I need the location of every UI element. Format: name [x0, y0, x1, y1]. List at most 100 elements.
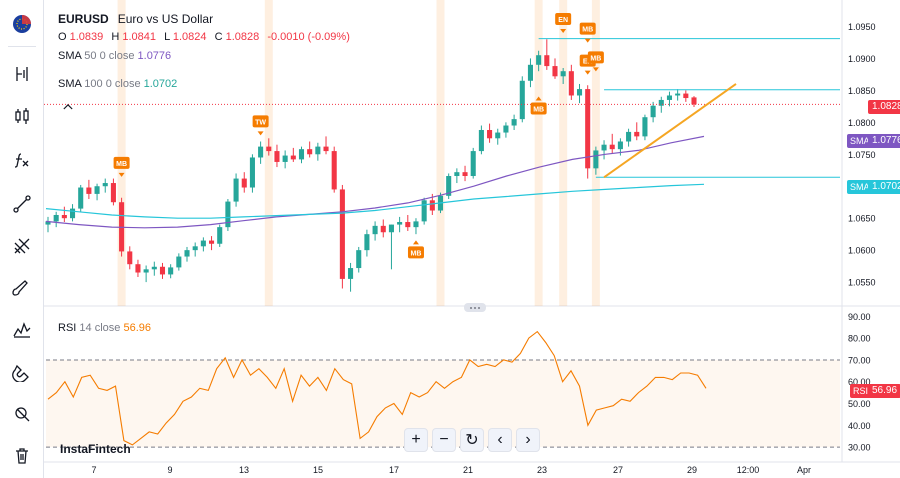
sma50-line: [45, 135, 705, 229]
chart-nav-controls: + − ↻ ‹ ›: [404, 428, 540, 452]
candles-icon[interactable]: [8, 102, 36, 130]
close-value: 1.0828: [225, 31, 260, 43]
candle: [609, 133, 615, 153]
event-marker[interactable]: TW: [252, 115, 269, 136]
pane-resize-handle[interactable]: [464, 303, 486, 312]
symbol-description: Euro vs US Dollar: [117, 12, 214, 26]
rsi-tick-label: 70.00: [848, 355, 871, 365]
event-band: [534, 0, 543, 306]
sma50-name: SMA: [58, 50, 82, 62]
last-price-badge: 1.0828: [868, 100, 900, 114]
candle: [307, 141, 313, 158]
candle: [159, 262, 166, 279]
candle: [94, 183, 100, 201]
candle: [258, 141, 264, 164]
zoom-in-button[interactable]: +: [404, 428, 428, 452]
rsi-badge: 56.96: [868, 384, 900, 398]
candle: [184, 246, 190, 262]
brand-watermark: InstaFintech: [60, 442, 131, 456]
candle: [151, 261, 157, 276]
magnet-icon[interactable]: [8, 358, 36, 386]
high-value: 1.0841: [122, 31, 157, 43]
reset-chart-button[interactable]: ↻: [460, 428, 484, 452]
trash-icon[interactable]: [8, 442, 36, 470]
candle: [200, 237, 206, 252]
rsi-legend[interactable]: RSI 14 close 56.96: [58, 322, 151, 334]
candle: [585, 85, 591, 179]
price-tick-label: 1.0800: [848, 118, 876, 128]
indicator-fx-icon[interactable]: [8, 146, 36, 174]
sma50-badge: 1.0776: [868, 134, 900, 148]
candle: [331, 146, 337, 193]
x-tick-label: 12:00: [737, 465, 760, 475]
symbol-legend: EURUSD Euro vs US Dollar: [58, 12, 213, 26]
sma100-params: 100 0 close: [84, 78, 141, 90]
candle: [576, 83, 583, 104]
sma100-legend[interactable]: SMA 100 0 close 1.0702: [58, 78, 177, 90]
candle: [323, 136, 329, 155]
close-label: C: [214, 31, 223, 43]
fib-icon[interactable]: [8, 232, 36, 260]
candle: [290, 147, 296, 162]
candle: [683, 90, 689, 102]
brush-icon[interactable]: [8, 274, 36, 302]
candle: [135, 259, 141, 277]
candle: [217, 224, 223, 247]
event-marker-label: EN: [583, 59, 593, 66]
event-marker[interactable]: MB: [113, 156, 130, 177]
x-tick-label: Apr: [797, 465, 811, 475]
zoom-out-button[interactable]: −: [432, 428, 456, 452]
collapse-legend-button[interactable]: [58, 98, 78, 114]
candle: [61, 206, 67, 223]
rsi-value: 56.96: [123, 322, 151, 334]
scroll-forward-button[interactable]: ›: [516, 428, 540, 452]
candle: [266, 138, 272, 156]
crosshair-icon[interactable]: [8, 60, 36, 88]
lock-icon[interactable]: [8, 400, 36, 428]
candle: [53, 211, 59, 228]
sma50-tag: SMA: [847, 134, 873, 148]
x-tick-label: 15: [313, 465, 323, 475]
event-marker[interactable]: MB: [530, 96, 547, 115]
candle: [372, 221, 378, 241]
candle: [413, 218, 419, 235]
candle: [454, 168, 460, 184]
candle: [233, 173, 239, 207]
trendline-icon[interactable]: [8, 190, 36, 218]
rsi-tick-label: 90.00: [848, 312, 871, 322]
price-tick-label: 1.0600: [848, 246, 876, 256]
event-marker[interactable]: EN: [555, 13, 572, 34]
candle: [503, 122, 509, 138]
candle: [544, 39, 550, 70]
candle: [568, 64, 574, 100]
candle: [478, 125, 484, 155]
candle: [356, 246, 362, 273]
open-label: O: [58, 31, 67, 43]
candle: [78, 184, 84, 212]
candle: [110, 178, 116, 206]
flag-eu-icon[interactable]: [8, 10, 36, 38]
candle: [102, 178, 108, 193]
event-marker[interactable]: MB: [579, 22, 596, 43]
candle: [462, 165, 468, 182]
event-marker-label: MB: [116, 161, 127, 168]
candle: [127, 246, 133, 270]
x-tick-label: 29: [687, 465, 697, 475]
x-tick-label: 13: [239, 465, 249, 475]
event-band: [436, 0, 445, 306]
event-marker[interactable]: MB: [407, 240, 424, 259]
ohlc-legend: O 1.0839 H 1.0841 L 1.0824 C 1.0828 -0.0…: [58, 31, 350, 43]
candle: [86, 179, 92, 200]
candle: [593, 146, 599, 175]
pattern-icon[interactable]: [8, 316, 36, 344]
scroll-back-button[interactable]: ‹: [488, 428, 512, 452]
candle: [691, 96, 697, 107]
candle: [249, 154, 255, 193]
sma50-legend[interactable]: SMA 50 0 close 1.0776: [58, 50, 171, 62]
event-marker[interactable]: MB: [587, 51, 604, 72]
trendline[interactable]: [603, 83, 737, 179]
candle: [315, 142, 321, 161]
event-marker-label: MB: [533, 107, 544, 114]
price-tick-label: 1.0550: [848, 278, 876, 288]
